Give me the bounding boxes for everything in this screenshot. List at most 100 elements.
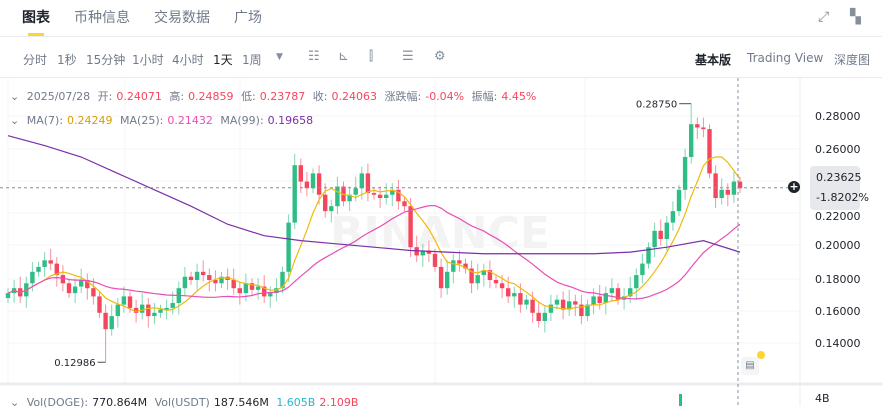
price-tick: 0.14000 <box>815 337 861 350</box>
collapse-icon[interactable]: ⌄ <box>10 90 20 103</box>
low-label: 低: <box>241 90 256 103</box>
candle-body <box>487 270 493 280</box>
candle-body <box>652 230 657 248</box>
interval-4h[interactable]: 4小时 <box>172 53 204 67</box>
high-label: 高: <box>169 90 185 103</box>
current-price-change: -1.8202% <box>816 191 869 204</box>
candle-body <box>499 283 505 289</box>
candle-body <box>97 296 102 313</box>
candle-body <box>664 222 669 239</box>
candle-body <box>396 189 401 202</box>
candle-body <box>121 296 127 305</box>
candle-body <box>402 201 407 207</box>
candle-body <box>329 206 334 212</box>
tab-chart[interactable]: 图表 <box>22 10 50 26</box>
open-label: 开: <box>97 90 113 103</box>
price-tick: 0.18000 <box>815 273 861 286</box>
top-tabs: 图表 币种信息 交易数据 广场 ⤢ ▚ <box>0 0 882 37</box>
candle-body <box>365 173 371 194</box>
candle-body <box>213 280 218 284</box>
change-value: -0.04% <box>425 90 465 103</box>
candle-type-icon[interactable]: ⫿ <box>369 49 374 64</box>
candle-body <box>634 275 639 289</box>
candle-body <box>451 260 456 272</box>
interval-15m[interactable]: 15分钟 <box>86 53 126 67</box>
price-tick: 0.26000 <box>815 143 861 156</box>
notes-icon[interactable]: ▤ <box>741 357 759 375</box>
interval-1d[interactable]: 1天 <box>213 53 233 67</box>
candle-body <box>36 266 41 272</box>
notification-dot <box>757 351 765 359</box>
ma99-label: MA(99): <box>220 114 264 127</box>
candle-body <box>493 280 499 284</box>
gear-icon[interactable]: ⚙ <box>434 49 446 64</box>
candle-body <box>335 186 340 207</box>
candle-body <box>579 304 584 317</box>
candle-body <box>719 189 724 198</box>
candle-body <box>701 127 706 130</box>
candle-body <box>127 296 133 308</box>
candle-body <box>298 165 303 182</box>
ma-info: ⌄ MA(7): 0.24249 MA(25): 0.21432 MA(99): 0.… <box>10 114 317 127</box>
candle-body <box>262 286 267 297</box>
drawing-icon[interactable]: ⊾ <box>338 49 349 64</box>
candle-body <box>115 304 120 317</box>
tab-square[interactable]: 广场 <box>234 10 262 26</box>
amplitude-value: 4.45% <box>501 90 537 103</box>
collapse-icon[interactable]: ⌄ <box>10 396 20 409</box>
candle-body <box>658 230 663 239</box>
candle-body <box>615 288 621 300</box>
tab-coin-info[interactable]: 币种信息 <box>74 10 130 26</box>
volume-axis-tick: 4B <box>815 392 830 405</box>
interval-1h[interactable]: 1小时 <box>132 53 164 67</box>
ma99-value: 0.19658 <box>267 114 314 127</box>
candle-body <box>54 263 59 276</box>
amplitude-label: 振幅: <box>471 90 498 103</box>
candle-body <box>286 222 291 272</box>
candle-body <box>310 173 316 189</box>
volume-bar <box>679 394 682 406</box>
candle-body <box>109 316 114 330</box>
price-tick: 0.22000 <box>815 210 861 223</box>
candle-body <box>377 194 383 198</box>
change-label: 涨跌幅: <box>384 90 422 103</box>
candle-body <box>573 301 578 305</box>
candle-body <box>737 181 743 189</box>
candle-body <box>255 286 261 290</box>
candle-body <box>524 299 529 305</box>
view-basic[interactable]: 基本版 <box>695 53 732 67</box>
expand-icon[interactable]: ⤢ <box>818 9 830 25</box>
candle-body <box>231 280 236 289</box>
candle-body <box>512 293 517 297</box>
candle-body <box>316 173 322 195</box>
tab-trade-data[interactable]: 交易数据 <box>154 10 210 26</box>
collapse-icon[interactable]: ⌄ <box>10 114 20 127</box>
view-trading-view[interactable]: Trading View <box>747 51 824 65</box>
candle-body <box>207 275 212 280</box>
ma7-label: MA(7): <box>26 114 64 127</box>
close-value: 0.24063 <box>331 90 378 103</box>
settings-list-icon[interactable]: ☰ <box>402 49 414 64</box>
candle-body <box>670 211 676 223</box>
vol-ma2-value: 2.109B <box>319 396 359 409</box>
interval-time[interactable]: 分时 <box>23 53 48 67</box>
candle-body <box>390 189 395 195</box>
candle-body <box>542 312 547 321</box>
candle-body <box>194 271 200 280</box>
ma99-line <box>7 135 741 255</box>
more-intervals-dropdown-icon[interactable]: ▼ <box>276 52 283 62</box>
indicator-icon[interactable]: ☷ <box>308 49 320 64</box>
candle-body <box>48 260 53 264</box>
add-order-plus-icon[interactable]: + <box>788 180 800 193</box>
interval-1s[interactable]: 1秒 <box>57 53 77 67</box>
interval-1w[interactable]: 1周 <box>242 53 262 67</box>
layout-icon[interactable]: ▚ <box>850 9 861 25</box>
candle-body <box>426 250 432 254</box>
candle-body <box>133 307 139 313</box>
view-depth[interactable]: 深度图 <box>834 53 871 67</box>
candle-body <box>91 288 96 297</box>
vol-usdt-label: Vol(USDT) <box>154 396 210 409</box>
candle-body <box>219 276 224 284</box>
candle-body <box>585 304 590 317</box>
